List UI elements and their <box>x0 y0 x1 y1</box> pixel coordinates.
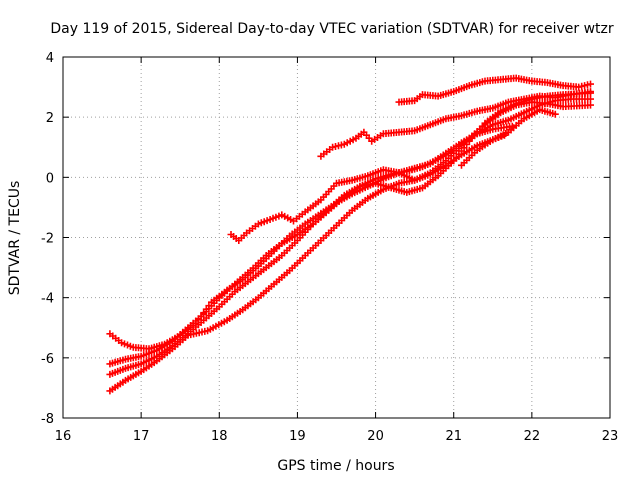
x-tick-label: 19 <box>289 429 306 444</box>
y-tick-label: -6 <box>41 352 54 367</box>
series-track-7 <box>458 106 559 169</box>
series-track-8 <box>395 74 594 106</box>
series-markers <box>458 106 559 169</box>
chart-title: Day 119 of 2015, Sidereal Day-to-day VTE… <box>50 21 614 37</box>
x-tick-label: 21 <box>445 429 462 444</box>
y-tick-label: -8 <box>41 412 54 427</box>
series-markers <box>317 88 594 160</box>
series-track-6 <box>317 88 594 160</box>
x-tick-label: 23 <box>602 429 619 444</box>
x-axis-label: GPS time / hours <box>277 458 394 474</box>
y-tick-labels: -8 -6 -4 -2 0 2 4 <box>41 51 54 427</box>
x-tick-label: 22 <box>524 429 541 444</box>
x-tick-label: 20 <box>367 429 384 444</box>
axis-ticks <box>62 56 611 419</box>
data-series <box>106 74 594 395</box>
series-markers <box>106 95 594 353</box>
y-tick-label: -2 <box>41 232 54 247</box>
y-axis-label: SDTVAR / TECUs <box>7 181 23 296</box>
x-tick-label: 18 <box>211 429 228 444</box>
y-tick-label: 0 <box>46 171 54 186</box>
y-tick-label: 2 <box>46 111 54 126</box>
x-tick-label: 16 <box>55 429 72 444</box>
x-tick-label: 17 <box>133 429 150 444</box>
series-track-5 <box>227 131 508 244</box>
x-tick-labels: 16 17 18 19 20 21 22 23 <box>55 429 619 444</box>
y-tick-label: -4 <box>41 292 54 307</box>
series-markers <box>227 131 508 244</box>
y-tick-label: 4 <box>46 51 54 66</box>
series-markers <box>395 74 594 106</box>
series-track-1 <box>106 95 594 353</box>
